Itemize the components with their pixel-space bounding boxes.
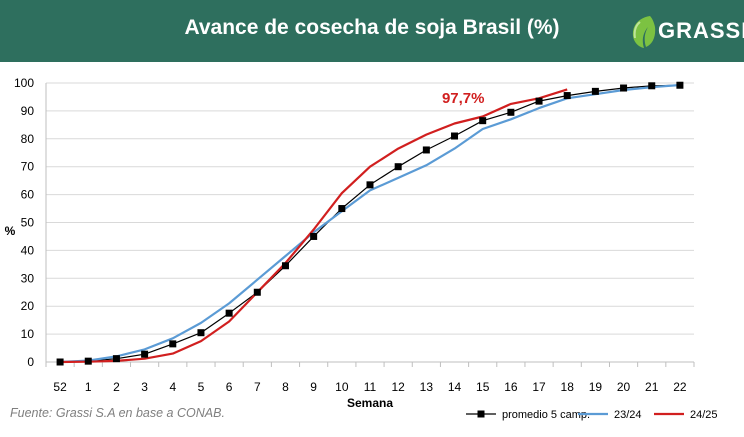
x-tick-label: 52 [53, 380, 67, 394]
x-tick-label: 7 [254, 380, 261, 394]
x-tick-label: 13 [420, 380, 434, 394]
data-point-marker [394, 163, 402, 171]
y-axis-title: % [5, 224, 16, 238]
legend-label: 24/25 [690, 409, 718, 421]
x-tick-label: 12 [391, 380, 405, 394]
leaf-icon [632, 16, 656, 48]
x-tick-label: 8 [282, 380, 289, 394]
series-line-0 [60, 84, 680, 363]
x-tick-label: 6 [226, 380, 233, 394]
y-tick-label: 100 [14, 76, 34, 90]
series-line-2 [60, 88, 568, 364]
legend-marker [477, 410, 485, 418]
x-tick-label: 10 [335, 380, 349, 394]
x-axis-title: Semana [347, 396, 393, 410]
legend-label: promedio 5 camp. [502, 409, 590, 421]
data-point-marker [338, 205, 346, 213]
x-tick-label: 1 [85, 380, 92, 394]
data-point-marker [563, 92, 571, 100]
chart-title: Avance de cosecha de soja Brasil (%) [184, 16, 560, 39]
y-tick-label: 70 [21, 160, 35, 174]
y-tick-label: 50 [21, 216, 35, 230]
y-tick-label: 0 [27, 355, 34, 369]
data-point-marker [591, 87, 599, 95]
data-point-marker [676, 81, 684, 89]
data-point-marker [451, 132, 459, 140]
legend-label: 23/24 [614, 409, 642, 421]
data-point-marker [141, 350, 149, 358]
data-point-marker [535, 97, 543, 105]
data-point-marker [620, 84, 628, 92]
x-tick-label: 14 [448, 380, 462, 394]
x-tick-label: 16 [504, 380, 518, 394]
x-tick-label: 5 [198, 380, 205, 394]
y-tick-label: 40 [21, 243, 35, 257]
source-note: Fuente: Grassi S.A en base a CONAB. [10, 406, 225, 420]
x-tick-label: 18 [561, 380, 575, 394]
series-line-1 [60, 83, 680, 364]
data-point-marker [422, 146, 430, 154]
x-tick-label: 9 [310, 380, 317, 394]
data-point-marker [648, 82, 656, 90]
x-tick-label: 17 [532, 380, 546, 394]
data-point-marker [366, 181, 374, 189]
header-banner: Avance de cosecha de soja Brasil (%) GRA… [0, 0, 744, 62]
y-tick-label: 60 [21, 188, 35, 202]
data-point-marker [281, 262, 289, 270]
logo-text: GRASSI [658, 18, 744, 43]
y-tick-label: 20 [21, 299, 35, 313]
y-tick-label: 80 [21, 132, 35, 146]
data-point-marker [197, 329, 205, 337]
chart-area: 0 10 20 30 40 50 60 70 80 90 100 52 1 2 3 4 5 6 7 8 9 10 11 12 1… [0, 62, 744, 432]
x-tick-label: 19 [589, 380, 603, 394]
data-point-marker [169, 340, 177, 348]
x-tick-label: 3 [141, 380, 148, 394]
x-tick-label: 2 [113, 380, 120, 394]
data-point-marker [56, 358, 64, 366]
x-tick-label: 15 [476, 380, 490, 394]
data-point-marker [310, 232, 318, 240]
x-tick-label: 11 [364, 380, 377, 394]
x-tick-label: 22 [673, 380, 687, 394]
data-point-marker [507, 108, 515, 116]
data-point-marker [479, 117, 487, 125]
x-tick-label: 20 [617, 380, 631, 394]
data-point-marker [112, 355, 120, 363]
y-tick-label: 90 [21, 104, 35, 118]
y-tick-label: 30 [21, 271, 35, 285]
data-point-marker [253, 288, 261, 296]
y-tick-label: 10 [21, 327, 35, 341]
grassi-logo: GRASSI [628, 12, 744, 52]
x-tick-label: 4 [169, 380, 176, 394]
data-point-marker [84, 357, 92, 365]
data-point-marker [225, 309, 233, 317]
x-tick-label: 21 [645, 380, 659, 394]
annotation-label: 97,7% [442, 90, 485, 107]
